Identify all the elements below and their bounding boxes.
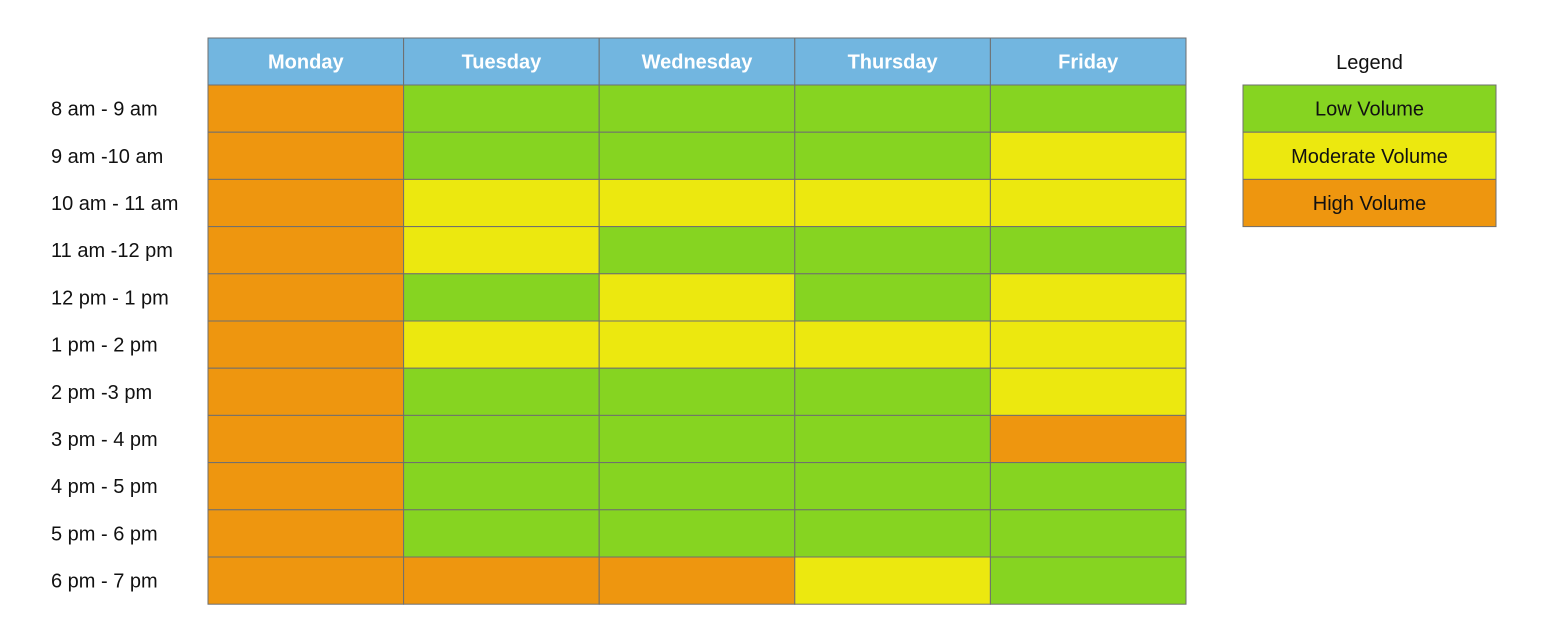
legend-swatch <box>1242 178 1497 228</box>
heatmap-cell <box>794 84 991 133</box>
heatmap-cell <box>403 367 600 416</box>
heatmap-cell <box>207 178 405 228</box>
heatmap-cell <box>598 556 796 605</box>
heatmap-cell <box>598 509 796 558</box>
heatmap-cell <box>207 462 405 511</box>
heatmap-cell <box>403 84 600 133</box>
column-header-label: Friday <box>1058 52 1119 74</box>
heatmap-cell <box>403 556 600 605</box>
heatmap-cell <box>207 131 405 180</box>
heatmap-cell <box>794 131 991 180</box>
heatmap-cell <box>598 273 796 322</box>
row-label: 5 pm - 6 pm <box>51 523 158 545</box>
heatmap-cell <box>207 273 405 322</box>
heatmap-cell <box>794 509 991 558</box>
heatmap-cell <box>989 226 1187 275</box>
column-header-label: Monday <box>268 52 344 74</box>
heatmap-cell <box>989 84 1187 133</box>
row-label: 9 am -10 am <box>51 146 163 168</box>
heatmap-cell <box>403 178 600 228</box>
heatmap-cell <box>598 84 796 133</box>
heatmap-cell <box>403 509 600 558</box>
row-label: 2 pm -3 pm <box>51 382 152 404</box>
heatmap-cell <box>598 320 796 369</box>
heatmap-cell <box>598 226 796 275</box>
heatmap-cell <box>207 367 405 416</box>
heatmap-cell <box>794 556 991 605</box>
row-label: 8 am - 9 am <box>51 99 158 121</box>
heatmap-cell <box>403 226 600 275</box>
column-header-cell <box>794 37 991 86</box>
row-label: 6 pm - 7 pm <box>51 571 158 593</box>
legend-title: Legend <box>1336 52 1403 74</box>
legend-item-label: High Volume <box>1313 193 1426 215</box>
heatmap-cell <box>403 273 600 322</box>
heatmap-cell <box>403 414 600 464</box>
column-header-label: Thursday <box>848 52 939 74</box>
row-label: 3 pm - 4 pm <box>51 429 158 451</box>
heatmap-cell <box>989 509 1187 558</box>
heatmap-cell <box>794 226 991 275</box>
heatmap-cell <box>989 320 1187 369</box>
legend-item-label: Moderate Volume <box>1291 146 1448 168</box>
heatmap-cell <box>207 226 405 275</box>
heatmap-cell <box>989 556 1187 605</box>
heatmap-cell <box>207 84 405 133</box>
heatmap-cell <box>207 509 405 558</box>
row-label: 10 am - 11 am <box>51 193 178 215</box>
legend-item-label: Low Volume <box>1315 99 1424 121</box>
heatmap-cell <box>403 462 600 511</box>
column-header-cell <box>403 37 600 86</box>
column-header-label: Wednesday <box>642 52 754 74</box>
heatmap-cell <box>403 131 600 180</box>
heatmap-cell <box>794 320 991 369</box>
column-header-cell <box>207 37 405 86</box>
heatmap-cell <box>598 414 796 464</box>
heatmap-cell <box>598 178 796 228</box>
row-label: 12 pm - 1 pm <box>51 287 169 309</box>
heatmap-cell <box>989 178 1187 228</box>
heatmap-cell <box>989 367 1187 416</box>
column-header-label: Tuesday <box>462 52 543 74</box>
heatmap-cell <box>989 414 1187 464</box>
heatmap-cell <box>403 320 600 369</box>
row-label: 1 pm - 2 pm <box>51 335 158 357</box>
heatmap-cell <box>794 178 991 228</box>
heatmap-cell <box>207 556 405 605</box>
column-header-cell <box>989 37 1187 86</box>
heatmap-cell <box>598 367 796 416</box>
heatmap-cell <box>598 462 796 511</box>
heatmap-cell <box>989 131 1187 180</box>
heatmap-cell <box>794 462 991 511</box>
heatmap-cell <box>989 462 1187 511</box>
column-header-cell <box>598 37 796 86</box>
legend-swatch <box>1242 84 1497 133</box>
row-label: 11 am -12 pm <box>51 240 173 262</box>
heatmap-cell <box>794 367 991 416</box>
heatmap-cell <box>989 273 1187 322</box>
row-label: 4 pm - 5 pm <box>51 476 158 498</box>
heatmap-cell <box>794 273 991 322</box>
heatmap-cell <box>598 131 796 180</box>
heatmap-cell <box>794 414 991 464</box>
heatmap-cell <box>207 320 405 369</box>
heatmap-cell <box>207 414 405 464</box>
